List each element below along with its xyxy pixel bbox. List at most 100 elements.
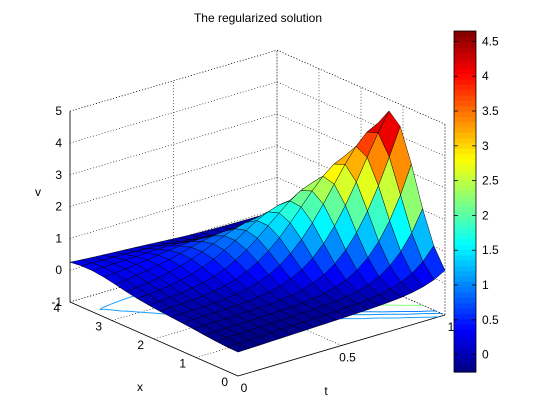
colorbar-step [454,254,476,261]
colorbar: 0 0.5 1 1.5 2 2.5 3 3.5 4 4.5 [453,30,499,373]
colorbar-step [454,180,476,187]
colorbar-step [454,361,476,368]
axis-line [237,314,446,377]
x-tick-label: 3 [95,320,102,334]
box-edge [69,49,278,112]
contour-segment [126,310,146,314]
colorbar-tick-label: 4.5 [482,34,499,48]
v-axis-label: v [35,185,41,199]
x-tick-label: 1 [179,357,186,371]
v-tick-label: 1 [55,231,62,245]
colorbar-step [454,41,476,48]
colorbar-step [454,185,476,192]
colorbar-step [454,153,476,160]
contour-segment [120,296,132,301]
colorbar-step [454,217,476,224]
colorbar-step [454,313,476,320]
colorbar-step [454,158,476,165]
colorbar-tick-label: 0 [482,348,489,362]
axis-line [69,301,239,377]
colorbar-step [454,116,476,123]
colorbar-step [454,31,476,37]
v-tick-label: 4 [55,136,62,150]
colorbar-step [454,110,476,117]
colorbar-step [454,94,476,101]
colorbar-step [454,62,476,69]
colorbar-step [454,340,476,346]
t-tick-label: 0 [241,381,248,395]
colorbar-step [454,345,476,352]
colorbar-step [454,318,476,325]
colorbar-step [454,334,476,341]
contour-segment [104,308,123,312]
colorbar-step [454,137,476,144]
colorbar-step [454,132,476,139]
colorbar-step [454,148,476,155]
colorbar-step [454,196,476,203]
contour-segment [99,307,103,311]
colorbar-step [454,174,476,181]
colorbar-step [454,100,476,107]
v-tick-label: -1 [51,295,62,309]
colorbar-step [454,286,476,293]
colorbar-step [454,36,476,43]
colorbar-step [454,324,476,330]
box-edge [276,240,446,316]
colorbar-step [454,297,476,304]
colorbar-tick-label: 2 [482,208,489,222]
colorbar-frame [453,30,477,373]
v-tick-label: 0 [55,263,62,277]
axis-ticks: -1 0 1 2 3 4 5 0 0.5 1 0 1 2 3 4 [51,104,454,395]
colorbar-step [454,78,476,85]
colorbar-step [454,190,476,197]
colorbar-step [454,265,476,272]
colorbar-step [454,276,476,283]
t-tick-label: 1 [448,320,455,334]
colorbar-tick-label: 0.5 [482,313,499,327]
v-tick-label: 5 [55,104,62,118]
colorbar-step [454,169,476,176]
colorbar-step [454,366,476,373]
colorbar-step [454,46,476,53]
colorbar-step [454,126,476,133]
colorbar-step [454,206,476,213]
colorbar-step [454,57,476,64]
colorbar-step [454,164,476,171]
colorbar-step [454,281,476,288]
colorbar-step [454,105,476,112]
colorbar-step [454,308,476,314]
x-tick-label: 2 [137,338,144,352]
colorbar-tick-label: 4 [482,69,489,83]
colorbar-step [454,302,476,309]
colorbar-step [454,356,476,362]
colorbar-step [454,228,476,235]
surface-patch [226,343,250,353]
colorbar-step [454,244,476,251]
t-tick-label: 0.5 [339,351,356,365]
surface-plot [69,110,446,353]
x-tick-label: 0 [221,375,228,389]
t-axis-label: t [324,384,328,398]
colorbar-tick-label: 3.5 [482,104,499,118]
colorbar-tick-label: 1.5 [482,243,499,257]
colorbar-step [454,52,476,59]
colorbar-tick-label: 1 [482,278,489,292]
colorbar-step [454,73,476,80]
contour-segment [397,317,409,319]
v-tick-label: 2 [55,200,62,214]
colorbar-step [454,142,476,149]
colorbar-tick-label: 2.5 [482,174,499,188]
box-edge [276,49,446,125]
colorbar-step [454,121,476,128]
colorbar-step [454,249,476,256]
x-axis-label: x [137,380,143,394]
colorbar-step [454,68,476,75]
colorbar-step [454,89,476,96]
contour-segment [406,313,422,315]
colorbar-step [454,260,476,267]
contour-segment [110,299,122,305]
colorbar-step [454,212,476,219]
contour-segment [362,317,379,320]
colorbar-step [454,350,476,357]
